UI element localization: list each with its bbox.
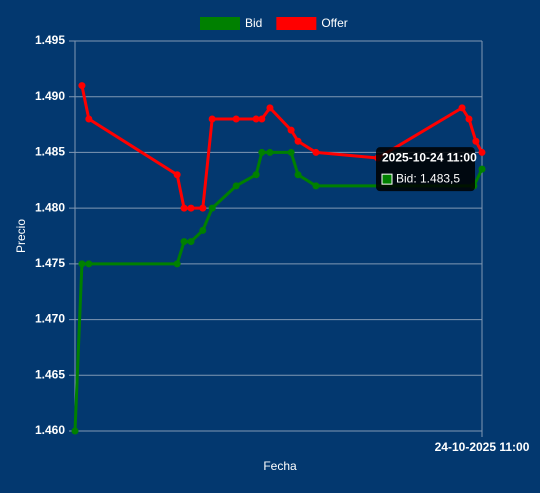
point [187,238,195,246]
y-axis-title: Precio [14,219,28,253]
point [258,148,266,156]
point [85,115,93,123]
point [465,115,473,123]
point [252,115,260,123]
point [312,182,320,190]
x-tick-label: 24-10-2025 11:00 [435,440,530,454]
legend-label: Bid [245,16,262,30]
point [187,204,195,212]
tooltip-box [376,147,475,192]
point [258,115,266,123]
point [478,165,486,173]
point [458,104,466,112]
y-tick-label: 1.470 [35,312,65,326]
point [78,260,86,268]
point [478,148,486,156]
legend-swatch [200,17,240,30]
point [294,171,302,179]
point [287,148,295,156]
y-tick-label: 1.490 [35,89,65,103]
point [287,126,295,134]
legend-item: Bid [200,16,262,30]
point [208,204,216,212]
point [173,260,181,268]
point [472,137,480,145]
tooltip-title: 2025-10-24 11:00 [382,150,477,164]
point [208,115,216,123]
point [294,137,302,145]
legend-label: Offer [321,16,347,30]
tooltip-swatch [381,173,393,185]
y-tick-label: 1.465 [35,367,65,381]
point [71,427,79,435]
point [252,171,260,179]
point [232,115,240,123]
point [180,238,188,246]
point [312,148,320,156]
y-tick-label: 1.460 [35,423,65,437]
legend-swatch [276,17,317,30]
point [266,148,274,156]
point [266,104,274,112]
y-tick-label: 1.485 [35,145,65,159]
tooltip: 2025-10-24 11:00 Bid: 1.483,5 [376,147,477,192]
point [78,82,86,90]
point [199,204,207,212]
x-axis-title: Fecha [263,459,297,473]
y-tick-label: 1.495 [35,33,65,47]
point [199,226,207,234]
point [180,204,188,212]
y-tick-label: 1.480 [35,200,65,214]
legend-item: Offer [276,16,348,30]
point [173,171,181,179]
tooltip-text: Bid: 1.483,5 [396,171,460,185]
point [85,260,93,268]
y-tick-label: 1.475 [35,256,65,270]
point [232,182,240,190]
